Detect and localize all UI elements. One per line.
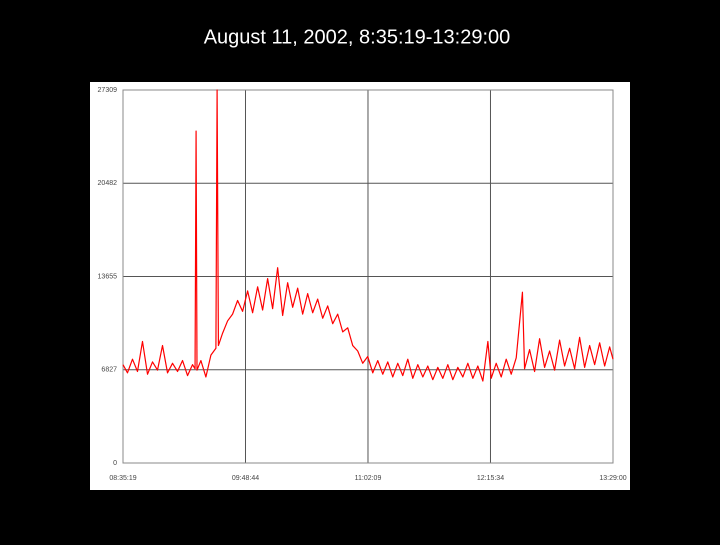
x-tick-label: 08:35:19 (109, 475, 136, 482)
slide-title: August 11, 2002, 8:35:19-13:29:00 (204, 26, 511, 48)
x-tick-label: 09:48:44 (232, 475, 259, 482)
y-tick-label: 0 (113, 460, 117, 467)
plot-frame (122, 89, 614, 464)
x-tick-label: 12:15:34 (477, 475, 504, 482)
y-tick-label: 20482 (98, 180, 118, 187)
y-tick-label: 27309 (98, 87, 118, 94)
x-tick-label: 11:02:09 (355, 475, 382, 482)
x-tick-label: 13:29:00 (599, 475, 626, 482)
y-tick-label: 13655 (98, 273, 118, 280)
chart-panel (90, 82, 630, 490)
y-tick-label: 6827 (101, 367, 117, 374)
plot: 0 6827 13655 20482 27309 08:35:19 09:48:44 11:0… (98, 87, 627, 482)
data-line (122, 89, 614, 382)
